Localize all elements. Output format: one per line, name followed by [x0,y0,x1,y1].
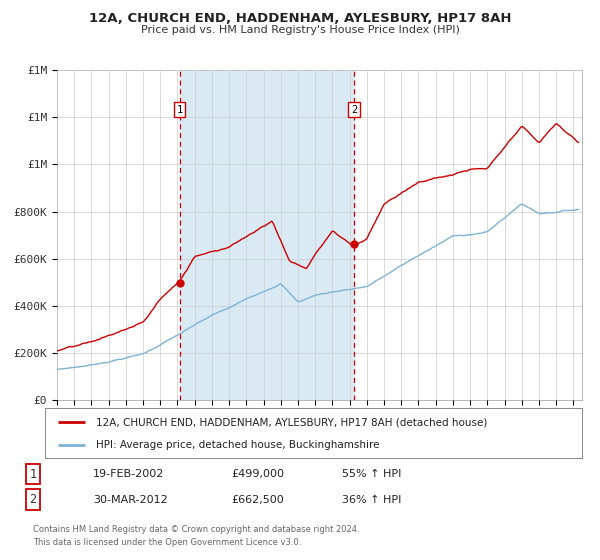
Text: 12A, CHURCH END, HADDENHAM, AYLESBURY, HP17 8AH (detached house): 12A, CHURCH END, HADDENHAM, AYLESBURY, H… [96,417,487,427]
Text: 2: 2 [351,105,357,115]
Text: 2: 2 [29,493,37,506]
Text: £499,000: £499,000 [231,469,284,479]
Text: HPI: Average price, detached house, Buckinghamshire: HPI: Average price, detached house, Buck… [96,440,380,450]
Text: 12A, CHURCH END, HADDENHAM, AYLESBURY, HP17 8AH: 12A, CHURCH END, HADDENHAM, AYLESBURY, H… [89,12,511,25]
Text: 19-FEB-2002: 19-FEB-2002 [93,469,164,479]
Text: £662,500: £662,500 [231,494,284,505]
Text: 55% ↑ HPI: 55% ↑ HPI [342,469,401,479]
Text: 1: 1 [29,468,37,481]
Text: Price paid vs. HM Land Registry's House Price Index (HPI): Price paid vs. HM Land Registry's House … [140,25,460,35]
Text: This data is licensed under the Open Government Licence v3.0.: This data is licensed under the Open Gov… [33,538,301,547]
Text: 36% ↑ HPI: 36% ↑ HPI [342,494,401,505]
Text: 30-MAR-2012: 30-MAR-2012 [93,494,168,505]
Text: 1: 1 [176,105,183,115]
Text: Contains HM Land Registry data © Crown copyright and database right 2024.: Contains HM Land Registry data © Crown c… [33,525,359,534]
Bar [180,70,354,400]
